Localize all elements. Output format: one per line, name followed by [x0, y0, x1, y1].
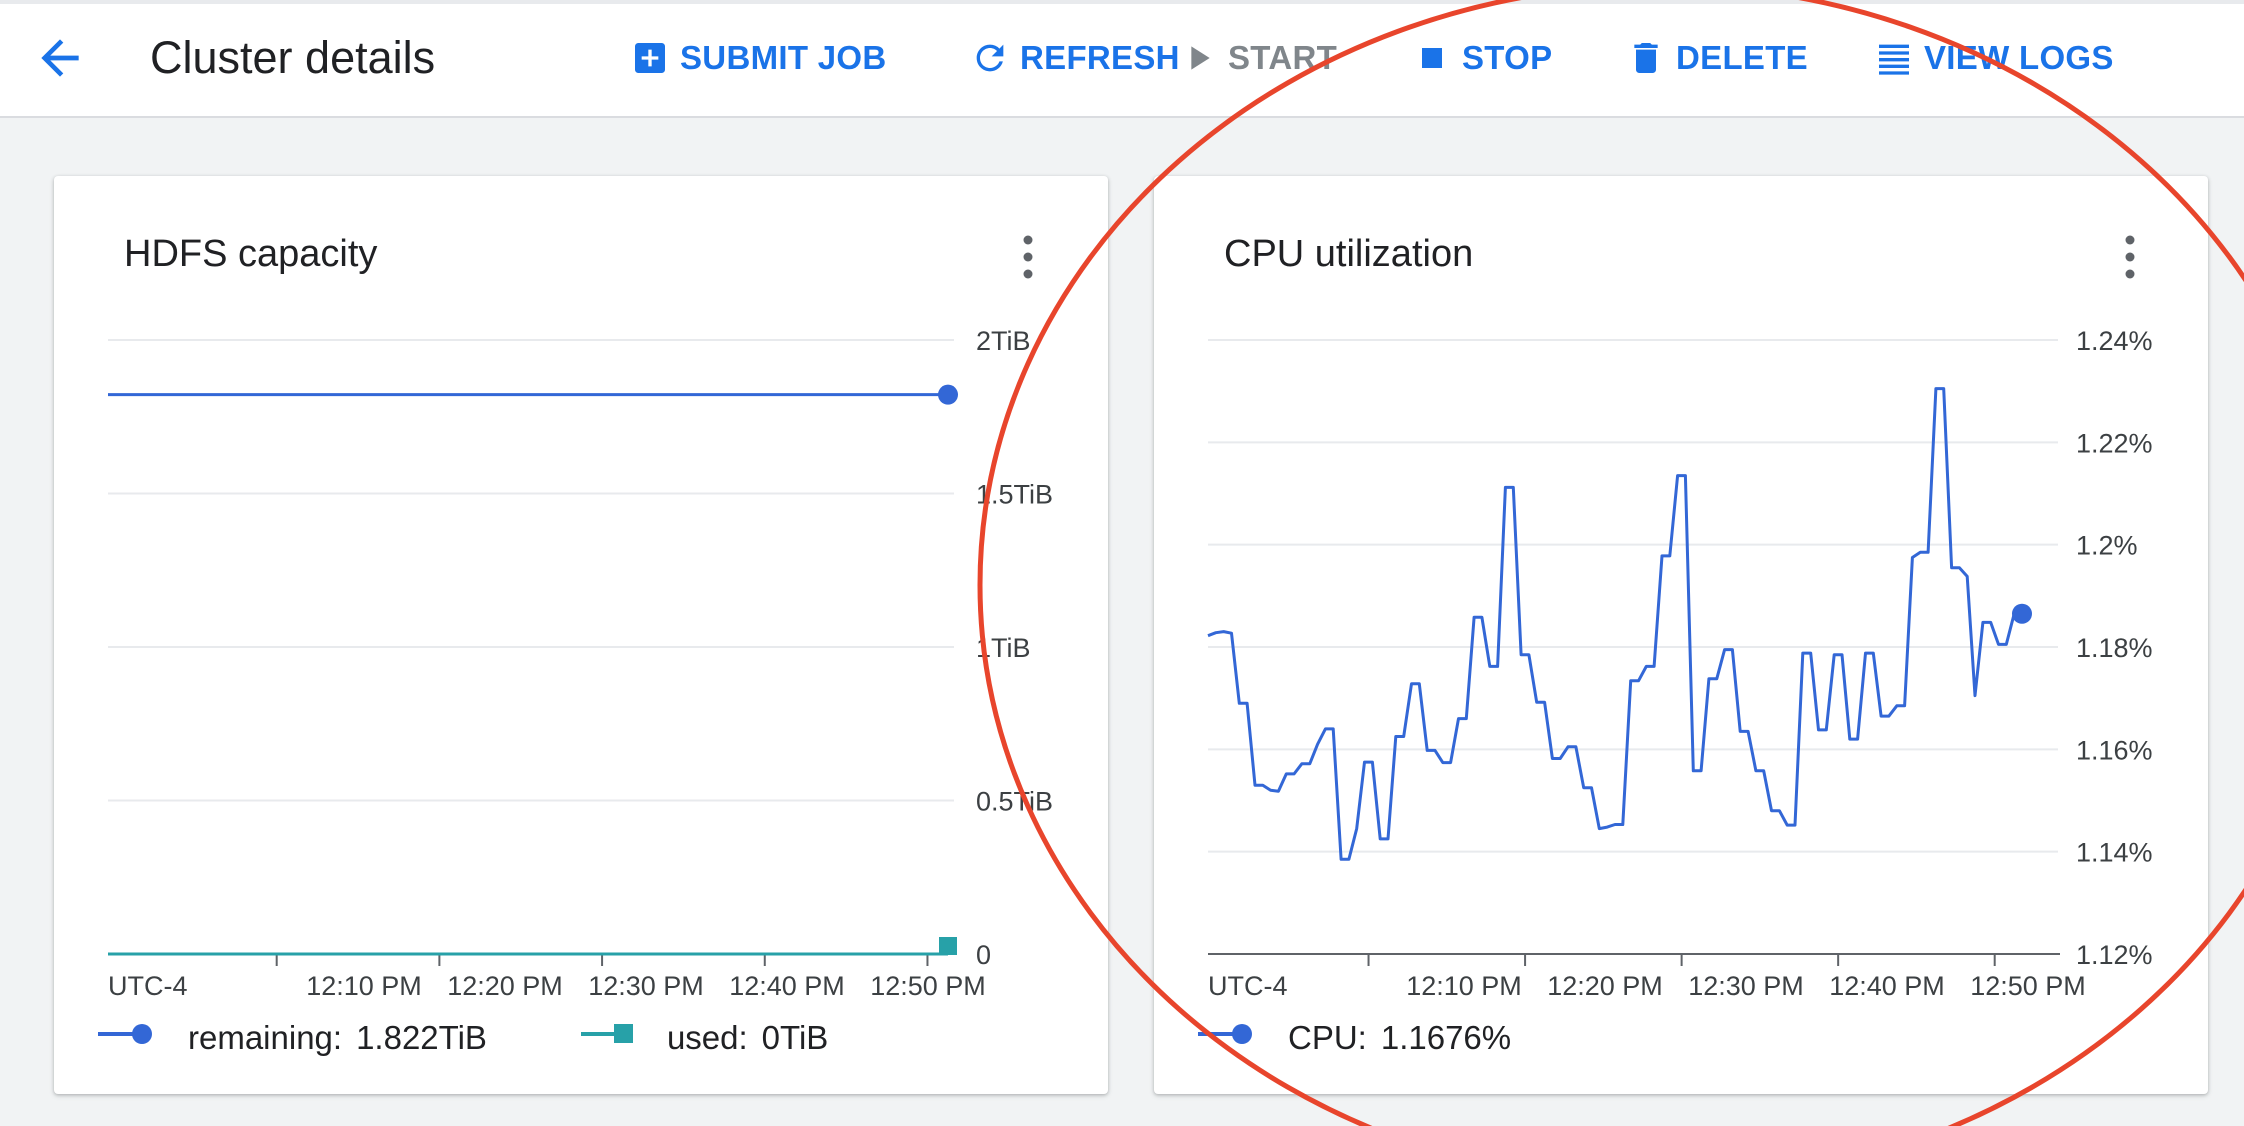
cpu-x-tick-label: 12:10 PM — [1406, 971, 1522, 1001]
used-legend-value: 0TiB — [761, 1019, 829, 1056]
cpu-x-tick-label: 12:20 PM — [1547, 971, 1663, 1001]
cpu-x-tick-label: 12:30 PM — [1688, 971, 1804, 1001]
cpu-y-tick-label: 1.24% — [2076, 326, 2153, 356]
cpu-y-tick-label: 1.16% — [2076, 735, 2153, 765]
cpu-last-point — [2012, 603, 2032, 624]
hdfs-x-tick-label: 12:10 PM — [306, 971, 422, 1001]
cpu-x-tick-label: UTC-4 — [1208, 971, 1288, 1001]
page-title: Cluster details — [150, 32, 436, 83]
cpu-x-tick-label: 12:50 PM — [1970, 971, 2086, 1001]
used-legend-label: used: — [666, 1019, 748, 1056]
hdfs-x-tick-label: 12:50 PM — [870, 971, 986, 1001]
hdfs-card-title: HDFS capacity — [124, 233, 378, 275]
cpu-y-tick-label: 1.22% — [2076, 428, 2153, 458]
cpu-y-tick-label: 1.2% — [2076, 531, 2138, 561]
used-legend-marker — [579, 1019, 639, 1057]
remaining-legend-value: 1.822TiB — [356, 1019, 487, 1056]
submit-job-label: SUBMIT JOB — [680, 39, 887, 76]
hdfs-x-tick-label: 12:40 PM — [729, 971, 845, 1001]
cpu-y-tick-label: 1.14% — [2076, 838, 2153, 868]
hdfs-capacity-card: HDFS capacity remaining: 1.822TiB used: … — [54, 176, 1108, 1094]
back-arrow-icon[interactable] — [32, 30, 88, 86]
hdfs-x-tick-label: UTC-4 — [108, 971, 188, 1001]
submit-job-button[interactable]: SUBMIT JOB — [630, 36, 887, 80]
used-last-point — [939, 937, 957, 955]
cpu-series-line — [1207, 387, 2022, 861]
cpu-y-tick-label: 1.12% — [2076, 940, 2153, 970]
cpu-y-tick-label: 1.18% — [2076, 633, 2153, 663]
hdfs-x-tick-label: 12:20 PM — [447, 971, 563, 1001]
add-box-icon — [630, 38, 670, 78]
remaining-last-point — [938, 384, 958, 405]
remaining-legend-marker — [96, 1019, 160, 1057]
remaining-legend-label: remaining: — [188, 1019, 343, 1056]
hdfs-x-tick-label: 12:30 PM — [588, 971, 704, 1001]
hdfs-legend: remaining: 1.822TiB used: 0TiB — [96, 1016, 828, 1060]
cpu-x-tick-label: 12:40 PM — [1829, 971, 1945, 1001]
